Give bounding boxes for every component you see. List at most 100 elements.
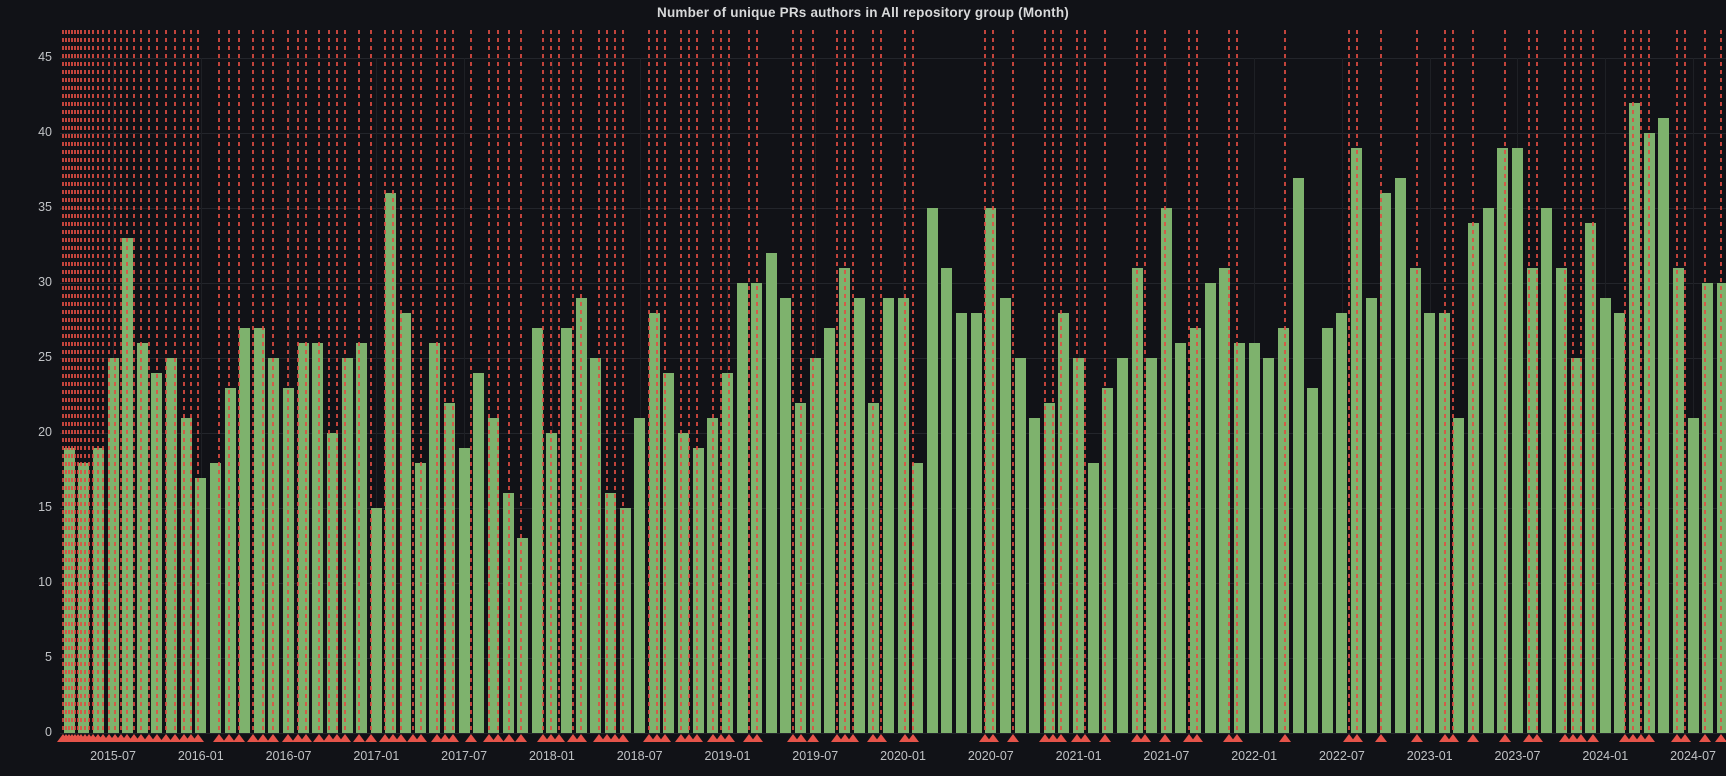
- annotation-line[interactable]: [520, 30, 522, 733]
- annotation-triangle-icon[interactable]: [707, 734, 719, 742]
- annotation-line[interactable]: [238, 30, 240, 733]
- annotation-triangle-icon[interactable]: [1079, 734, 1091, 742]
- annotation-line[interactable]: [1164, 30, 1166, 733]
- annotation-line[interactable]: [65, 30, 67, 733]
- annotation-line[interactable]: [392, 30, 394, 733]
- annotation-triangle-icon[interactable]: [1699, 734, 1711, 742]
- annotation-triangle-icon[interactable]: [1447, 734, 1459, 742]
- annotation-triangle-icon[interactable]: [515, 734, 527, 742]
- annotation-triangle-icon[interactable]: [617, 734, 629, 742]
- bar-month-2017-03[interactable]: [400, 313, 412, 733]
- annotation-line[interactable]: [1528, 30, 1530, 733]
- bar-month-2024-03[interactable]: [1629, 103, 1641, 733]
- annotation-triangle-icon[interactable]: [1071, 734, 1083, 742]
- annotation-line[interactable]: [904, 30, 906, 733]
- annotation-line[interactable]: [1188, 30, 1190, 733]
- bar-month-2018-06[interactable]: [619, 508, 631, 733]
- annotation-line[interactable]: [84, 30, 86, 733]
- bar-month-2015-12[interactable]: [180, 418, 192, 733]
- annotation-triangle-icon[interactable]: [683, 734, 695, 742]
- annotation-line[interactable]: [1592, 30, 1594, 733]
- annotation-triangle-icon[interactable]: [439, 734, 451, 742]
- annotation-triangle-icon[interactable]: [807, 734, 819, 742]
- annotation-line[interactable]: [664, 30, 666, 733]
- bar-month-2017-07[interactable]: [458, 448, 470, 733]
- bar-month-2022-06[interactable]: [1321, 328, 1333, 733]
- bar-month-2024-07[interactable]: [1687, 418, 1699, 733]
- annotation-line[interactable]: [792, 30, 794, 733]
- annotation-line[interactable]: [1104, 30, 1106, 733]
- annotation-line[interactable]: [436, 30, 438, 733]
- bar-month-2020-07[interactable]: [985, 208, 997, 733]
- bar-month-2021-06[interactable]: [1146, 358, 1158, 733]
- annotation-line[interactable]: [140, 30, 142, 733]
- annotation-triangle-icon[interactable]: [979, 734, 991, 742]
- annotation-triangle-icon[interactable]: [223, 734, 235, 742]
- annotation-line[interactable]: [836, 30, 838, 733]
- annotation-line[interactable]: [497, 30, 499, 733]
- bar-month-2019-12[interactable]: [882, 298, 894, 733]
- annotation-line[interactable]: [80, 30, 82, 733]
- annotation-triangle-icon[interactable]: [151, 734, 163, 742]
- bar-month-2019-01[interactable]: [721, 373, 733, 733]
- annotation-line[interactable]: [92, 30, 94, 733]
- bar-month-2022-12[interactable]: [1409, 268, 1421, 733]
- bar-month-2020-05[interactable]: [956, 313, 968, 733]
- bar-month-2023-12[interactable]: [1585, 223, 1597, 733]
- annotation-triangle-icon[interactable]: [1671, 734, 1683, 742]
- annotation-line[interactable]: [297, 30, 299, 733]
- annotation-triangle-icon[interactable]: [795, 734, 807, 742]
- bar-month-2023-08[interactable]: [1526, 268, 1538, 733]
- annotation-triangle-icon[interactable]: [1191, 734, 1203, 742]
- annotation-triangle-icon[interactable]: [1231, 734, 1243, 742]
- annotation-triangle-icon[interactable]: [247, 734, 259, 742]
- annotation-line[interactable]: [648, 30, 650, 733]
- annotation-triangle-icon[interactable]: [121, 734, 133, 742]
- annotation-triangle-icon[interactable]: [1619, 734, 1631, 742]
- annotation-triangle-icon[interactable]: [1523, 734, 1535, 742]
- annotation-triangle-icon[interactable]: [567, 734, 579, 742]
- annotation-line[interactable]: [1444, 30, 1446, 733]
- annotation-triangle-icon[interactable]: [715, 734, 727, 742]
- annotation-triangle-icon[interactable]: [651, 734, 663, 742]
- annotation-triangle-icon[interactable]: [483, 734, 495, 742]
- annotation-line[interactable]: [1632, 30, 1634, 733]
- bar-month-2017-02[interactable]: [385, 193, 397, 733]
- bar-month-2016-03[interactable]: [224, 388, 236, 733]
- annotation-line[interactable]: [126, 30, 128, 733]
- bar-month-2021-09[interactable]: [1190, 328, 1202, 733]
- bar-month-2019-07[interactable]: [809, 358, 821, 733]
- bar-month-2018-09[interactable]: [663, 373, 675, 733]
- annotation-line[interactable]: [1536, 30, 1538, 733]
- annotation-line[interactable]: [174, 30, 176, 733]
- annotation-triangle-icon[interactable]: [353, 734, 365, 742]
- bar-month-2021-01[interactable]: [1073, 358, 1085, 733]
- annotation-line[interactable]: [614, 30, 616, 733]
- bar-month-2020-06[interactable]: [970, 313, 982, 733]
- bar-month-2020-01[interactable]: [897, 298, 909, 733]
- annotation-triangle-icon[interactable]: [1007, 734, 1019, 742]
- annotation-line[interactable]: [120, 30, 122, 733]
- annotation-triangle-icon[interactable]: [839, 734, 851, 742]
- annotation-triangle-icon[interactable]: [1575, 734, 1587, 742]
- annotation-line[interactable]: [756, 30, 758, 733]
- annotation-line[interactable]: [1624, 30, 1626, 733]
- bar-month-2017-12[interactable]: [531, 328, 543, 733]
- annotation-line[interactable]: [580, 30, 582, 733]
- annotation-line[interactable]: [370, 30, 372, 733]
- bar-month-2016-11[interactable]: [341, 358, 353, 733]
- annotation-line[interactable]: [412, 30, 414, 733]
- annotation-triangle-icon[interactable]: [545, 734, 557, 742]
- annotation-line[interactable]: [1572, 30, 1574, 733]
- annotation-line[interactable]: [688, 30, 690, 733]
- annotation-line[interactable]: [680, 30, 682, 733]
- annotation-triangle-icon[interactable]: [1587, 734, 1599, 742]
- bar-month-2021-03[interactable]: [1102, 388, 1114, 733]
- annotation-triangle-icon[interactable]: [178, 734, 190, 742]
- annotation-triangle-icon[interactable]: [143, 734, 155, 742]
- annotation-line[interactable]: [1648, 30, 1650, 733]
- bar-month-2021-04[interactable]: [1116, 358, 1128, 733]
- annotation-triangle-icon[interactable]: [323, 734, 335, 742]
- bar-month-2020-08[interactable]: [999, 298, 1011, 733]
- annotation-triangle-icon[interactable]: [609, 734, 621, 742]
